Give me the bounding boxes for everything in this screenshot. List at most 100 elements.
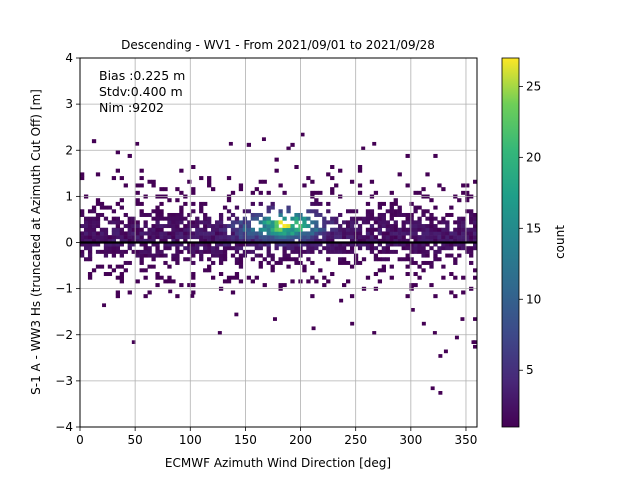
heatmap-cell [342,249,347,254]
heatmap-cell [286,146,291,151]
y-axis-label: S-1 A - WW3 Hs (truncated at Azimuth Cut… [29,89,43,395]
heatmap-cell [99,201,105,206]
heatmap-cell [222,205,228,210]
heatmap-cell [433,231,438,236]
heatmap-cell [111,246,117,251]
heatmap-cell [238,224,244,229]
heatmap-cell [147,264,152,269]
heatmap-cell [266,205,271,210]
heatmap-cell [83,246,89,251]
heatmap-cell [437,257,442,262]
heatmap-cell [465,231,470,236]
heatmap-cell [445,235,450,240]
heatmap-cell [338,257,343,262]
heatmap-cell [357,183,363,188]
heatmap-cell [155,227,160,232]
heatmap-cell [369,179,375,184]
heatmap-cell [203,242,208,247]
x-tick-label: 50 [127,433,142,447]
heatmap-cell [274,168,279,173]
heatmap-cell [234,227,240,232]
heatmap-cell [95,235,101,240]
heatmap-cell [342,235,347,240]
heatmap-cell [258,235,263,240]
heatmap-cell [139,249,144,254]
heatmap-cell [425,249,430,254]
heatmap-cell [373,220,379,225]
heatmap-cell [413,227,418,232]
heatmap-cell [373,246,379,251]
heatmap-cell [155,275,160,280]
heatmap-cell [168,289,173,294]
heatmap-cell [338,242,343,247]
heatmap-cell [99,249,105,254]
heatmap-cell [250,231,255,236]
heatmap-cell [369,216,375,221]
heatmap-cell [151,231,156,236]
heatmap-cell [294,242,299,247]
heatmap-cell [326,172,331,177]
heatmap-cell [433,253,438,258]
heatmap-cell [425,235,430,240]
heatmap-cell [258,179,263,184]
heatmap-cell [286,246,291,251]
heatmap-cell [330,231,335,236]
heatmap-cell [282,253,287,258]
heatmap-cell [242,235,248,240]
heatmap-cell [469,227,474,232]
heatmap-cell [393,224,398,229]
heatmap-cell [143,249,148,254]
heatmap-cell [103,249,109,254]
heatmap-cell [80,212,85,217]
heatmap-cell [413,260,418,265]
heatmap-cell [151,242,156,247]
heatmap-cell [377,249,383,254]
heatmap-cell [183,246,188,251]
heatmap-cell [345,224,351,229]
y-tick-label: 4 [65,51,73,65]
heatmap-cell [306,242,311,247]
heatmap-cell [369,246,375,251]
heatmap-cell [262,179,267,184]
heatmap-cell [230,253,236,258]
heatmap-cell [389,216,394,221]
heatmap-cell [326,242,331,247]
heatmap-cell [397,231,402,236]
heatmap-cell [473,344,477,349]
heatmap-cell [199,201,204,206]
heatmap-cell [207,220,212,225]
heatmap-cell [381,257,386,262]
heatmap-cell [401,231,406,236]
heatmap-cell [95,212,101,217]
heatmap-cell [272,317,277,321]
heatmap-cell [203,268,208,273]
heatmap-cell [147,290,152,295]
heatmap-cell [405,242,410,247]
heatmap-cell [91,216,97,221]
heatmap-cell [175,224,180,229]
heatmap-cell [409,201,414,206]
heatmap-cell [318,231,323,236]
heatmap-cell [230,246,236,251]
heatmap-cell [175,238,180,243]
heatmap-cell [282,246,287,251]
heatmap-cell [167,220,172,225]
heatmap-cell [246,275,252,280]
heatmap-cell [326,220,331,225]
heatmap-cell [139,168,144,173]
heatmap-cell [397,212,402,217]
heatmap-cell [214,235,220,240]
heatmap-cell [469,235,474,240]
heatmap-cell [131,238,136,243]
heatmap-cell [155,283,160,288]
heatmap-cell [469,260,474,265]
heatmap-cell [167,279,172,284]
heatmap-cell [389,205,394,210]
heatmap-cell [218,249,224,254]
heatmap-cell [314,227,319,232]
heatmap-cell [302,249,307,254]
heatmap-cell [314,235,319,240]
heatmap-cell [441,275,446,280]
heatmap-cell [349,235,355,240]
heatmap-cell [199,253,204,258]
